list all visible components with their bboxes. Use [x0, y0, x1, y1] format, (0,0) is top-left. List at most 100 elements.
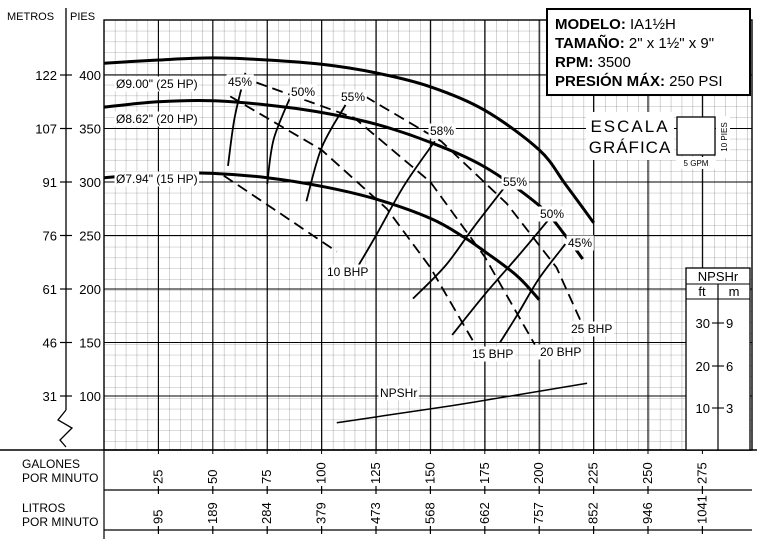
x-tick-label-lpm-2: 284	[259, 502, 274, 524]
y-axis-title-meters: METROS	[7, 11, 54, 23]
npshr-inset-ft-2: 10	[696, 401, 710, 416]
info-model-label: MODELO:	[555, 16, 626, 33]
x-tick-label-lpm-9: 946	[640, 502, 655, 524]
npshr-inset-m-2: 3	[726, 401, 733, 416]
y-tick-label-m-0: 31	[43, 389, 57, 404]
info-rpm-value: 3500	[593, 54, 631, 71]
scale-bottom-label: 5 GPM	[684, 159, 709, 168]
y-tick-label-ft-1: 150	[79, 336, 101, 351]
bhp-label-0: 10 BHP	[327, 265, 368, 279]
info-box	[546, 8, 751, 96]
x-tick-label-gpm-0: 25	[150, 470, 165, 484]
y-tick-label-m-5: 107	[35, 122, 57, 137]
scale-label-2: GRÁFICA	[589, 138, 672, 157]
scale-label-bg	[586, 112, 674, 160]
x-tick-label-gpm-7: 200	[531, 462, 546, 484]
y-tick-label-ft-5: 350	[79, 122, 101, 137]
x-tick-label-lpm-5: 568	[422, 502, 437, 524]
efficiency-curve-5	[451, 219, 549, 336]
npshr-curve-label-bg	[378, 385, 419, 401]
y-tick-label-ft-3: 250	[79, 229, 101, 244]
efficiency-curve-1	[266, 94, 292, 185]
scale-label-1: ESCALA	[590, 117, 669, 136]
bhp-label-2-bg	[538, 344, 583, 360]
info-size: TAMAÑO: 2" x 1½" x 9"	[555, 34, 714, 52]
y-tick-label-ft-4: 300	[79, 175, 101, 190]
bhp-curve-1	[229, 95, 475, 343]
x-tick-label-lpm-8: 852	[586, 502, 601, 524]
efficiency-label-4-bg	[501, 174, 529, 190]
y-tick-label-m-6: 122	[35, 68, 57, 83]
x-tick-label-gpm-5: 150	[422, 462, 437, 484]
npshr-inset-m-0: 9	[726, 316, 733, 331]
efficiency-label-5: 50%	[540, 207, 564, 221]
efficiency-curve-3	[351, 140, 436, 277]
info-size-value: 2" x 1½" x 9"	[625, 35, 714, 52]
efficiency-label-4: 55%	[503, 175, 527, 189]
y-tick-label-ft-0: 100	[79, 389, 101, 404]
impeller-label-0-bg	[114, 76, 200, 92]
y-tick-label-m-4: 91	[43, 175, 57, 190]
bhp-curve-2	[255, 81, 536, 346]
npshr-inset-title: NPSHr	[698, 269, 739, 284]
impeller-label-2: Ø7.94" (15 HP)	[116, 172, 198, 186]
x-axis-title-gpm-2: POR MINUTO	[22, 471, 98, 485]
impeller-curve-0	[103, 56, 595, 224]
y-tick-label-m-3: 76	[43, 229, 57, 244]
x-tick-label-lpm-4: 473	[368, 502, 383, 524]
info-pressure-label: PRESIÓN MÁX:	[555, 72, 665, 90]
y-tick-label-m-2: 61	[43, 282, 57, 297]
x-tick-label-gpm-2: 75	[259, 470, 274, 484]
x-tick-label-gpm-9: 250	[640, 462, 655, 484]
info-model-value: IA1½H	[626, 16, 676, 33]
npshr-inset-ft-0: 30	[696, 316, 710, 331]
x-tick-label-gpm-1: 50	[205, 470, 220, 484]
x-tick-label-lpm-10: 1041	[694, 495, 709, 524]
npshr-inset-m-1: 6	[726, 359, 733, 374]
info-size-label: TAMAÑO:	[555, 34, 625, 52]
bhp-label-3-bg	[569, 321, 614, 337]
efficiency-label-6-bg	[566, 235, 594, 251]
bhp-curve-3	[364, 95, 584, 326]
info-rpm-label: RPM:	[555, 54, 593, 71]
x-tick-label-gpm-3: 100	[314, 462, 329, 484]
scale-side-bg	[716, 116, 730, 158]
npshr-curve-label: NPSHr	[380, 386, 417, 400]
x-tick-label-lpm-6: 662	[477, 502, 492, 524]
info-rpm: RPM: 3500	[555, 54, 631, 71]
y-axis-title-feet: PIES	[70, 11, 95, 23]
scale-side-label: 10 PIES	[720, 122, 729, 151]
impeller-label-2-bg	[114, 171, 200, 187]
efficiency-label-2-bg	[339, 89, 367, 105]
npshr-inset-col-ft: ft	[698, 284, 706, 299]
y-tick-label-ft-6: 400	[79, 68, 101, 83]
x-tick-label-lpm-1: 189	[205, 502, 220, 524]
efficiency-label-0: 45%	[228, 75, 252, 89]
bhp-label-3: 25 BHP	[571, 322, 612, 336]
bhp-label-0-bg	[325, 264, 370, 280]
x-tick-label-lpm-7: 757	[531, 502, 546, 524]
efficiency-label-5-bg	[538, 206, 566, 222]
y-tick-label-ft-2: 200	[79, 282, 101, 297]
efficiency-label-0-bg	[226, 74, 254, 90]
x-tick-label-lpm-3: 379	[314, 502, 329, 524]
x-axis-title-lpm-2: POR MINUTO	[22, 515, 98, 529]
bhp-curve-0	[223, 174, 338, 253]
efficiency-label-1: 50%	[291, 85, 315, 99]
x-axis-title-gpm-1: GALONES	[22, 457, 80, 471]
x-axis-title-lpm-1: LITROS	[22, 501, 65, 515]
bhp-label-1: 15 BHP	[472, 347, 513, 361]
efficiency-label-1-bg	[289, 84, 317, 100]
efficiency-curve-4	[412, 181, 510, 300]
efficiency-curve-2	[305, 104, 347, 202]
x-tick-label-lpm-0: 95	[150, 510, 165, 524]
efficiency-label-2: 55%	[341, 90, 365, 104]
y-tick-label-m-1: 46	[43, 336, 57, 351]
info-pressure: PRESIÓN MÁX: 250 PSI	[555, 72, 723, 90]
npshr-inset-col-m: m	[729, 284, 740, 299]
bhp-label-1-bg	[470, 346, 515, 362]
x-tick-label-gpm-10: 275	[694, 462, 709, 484]
efficiency-label-3-bg	[428, 123, 456, 139]
